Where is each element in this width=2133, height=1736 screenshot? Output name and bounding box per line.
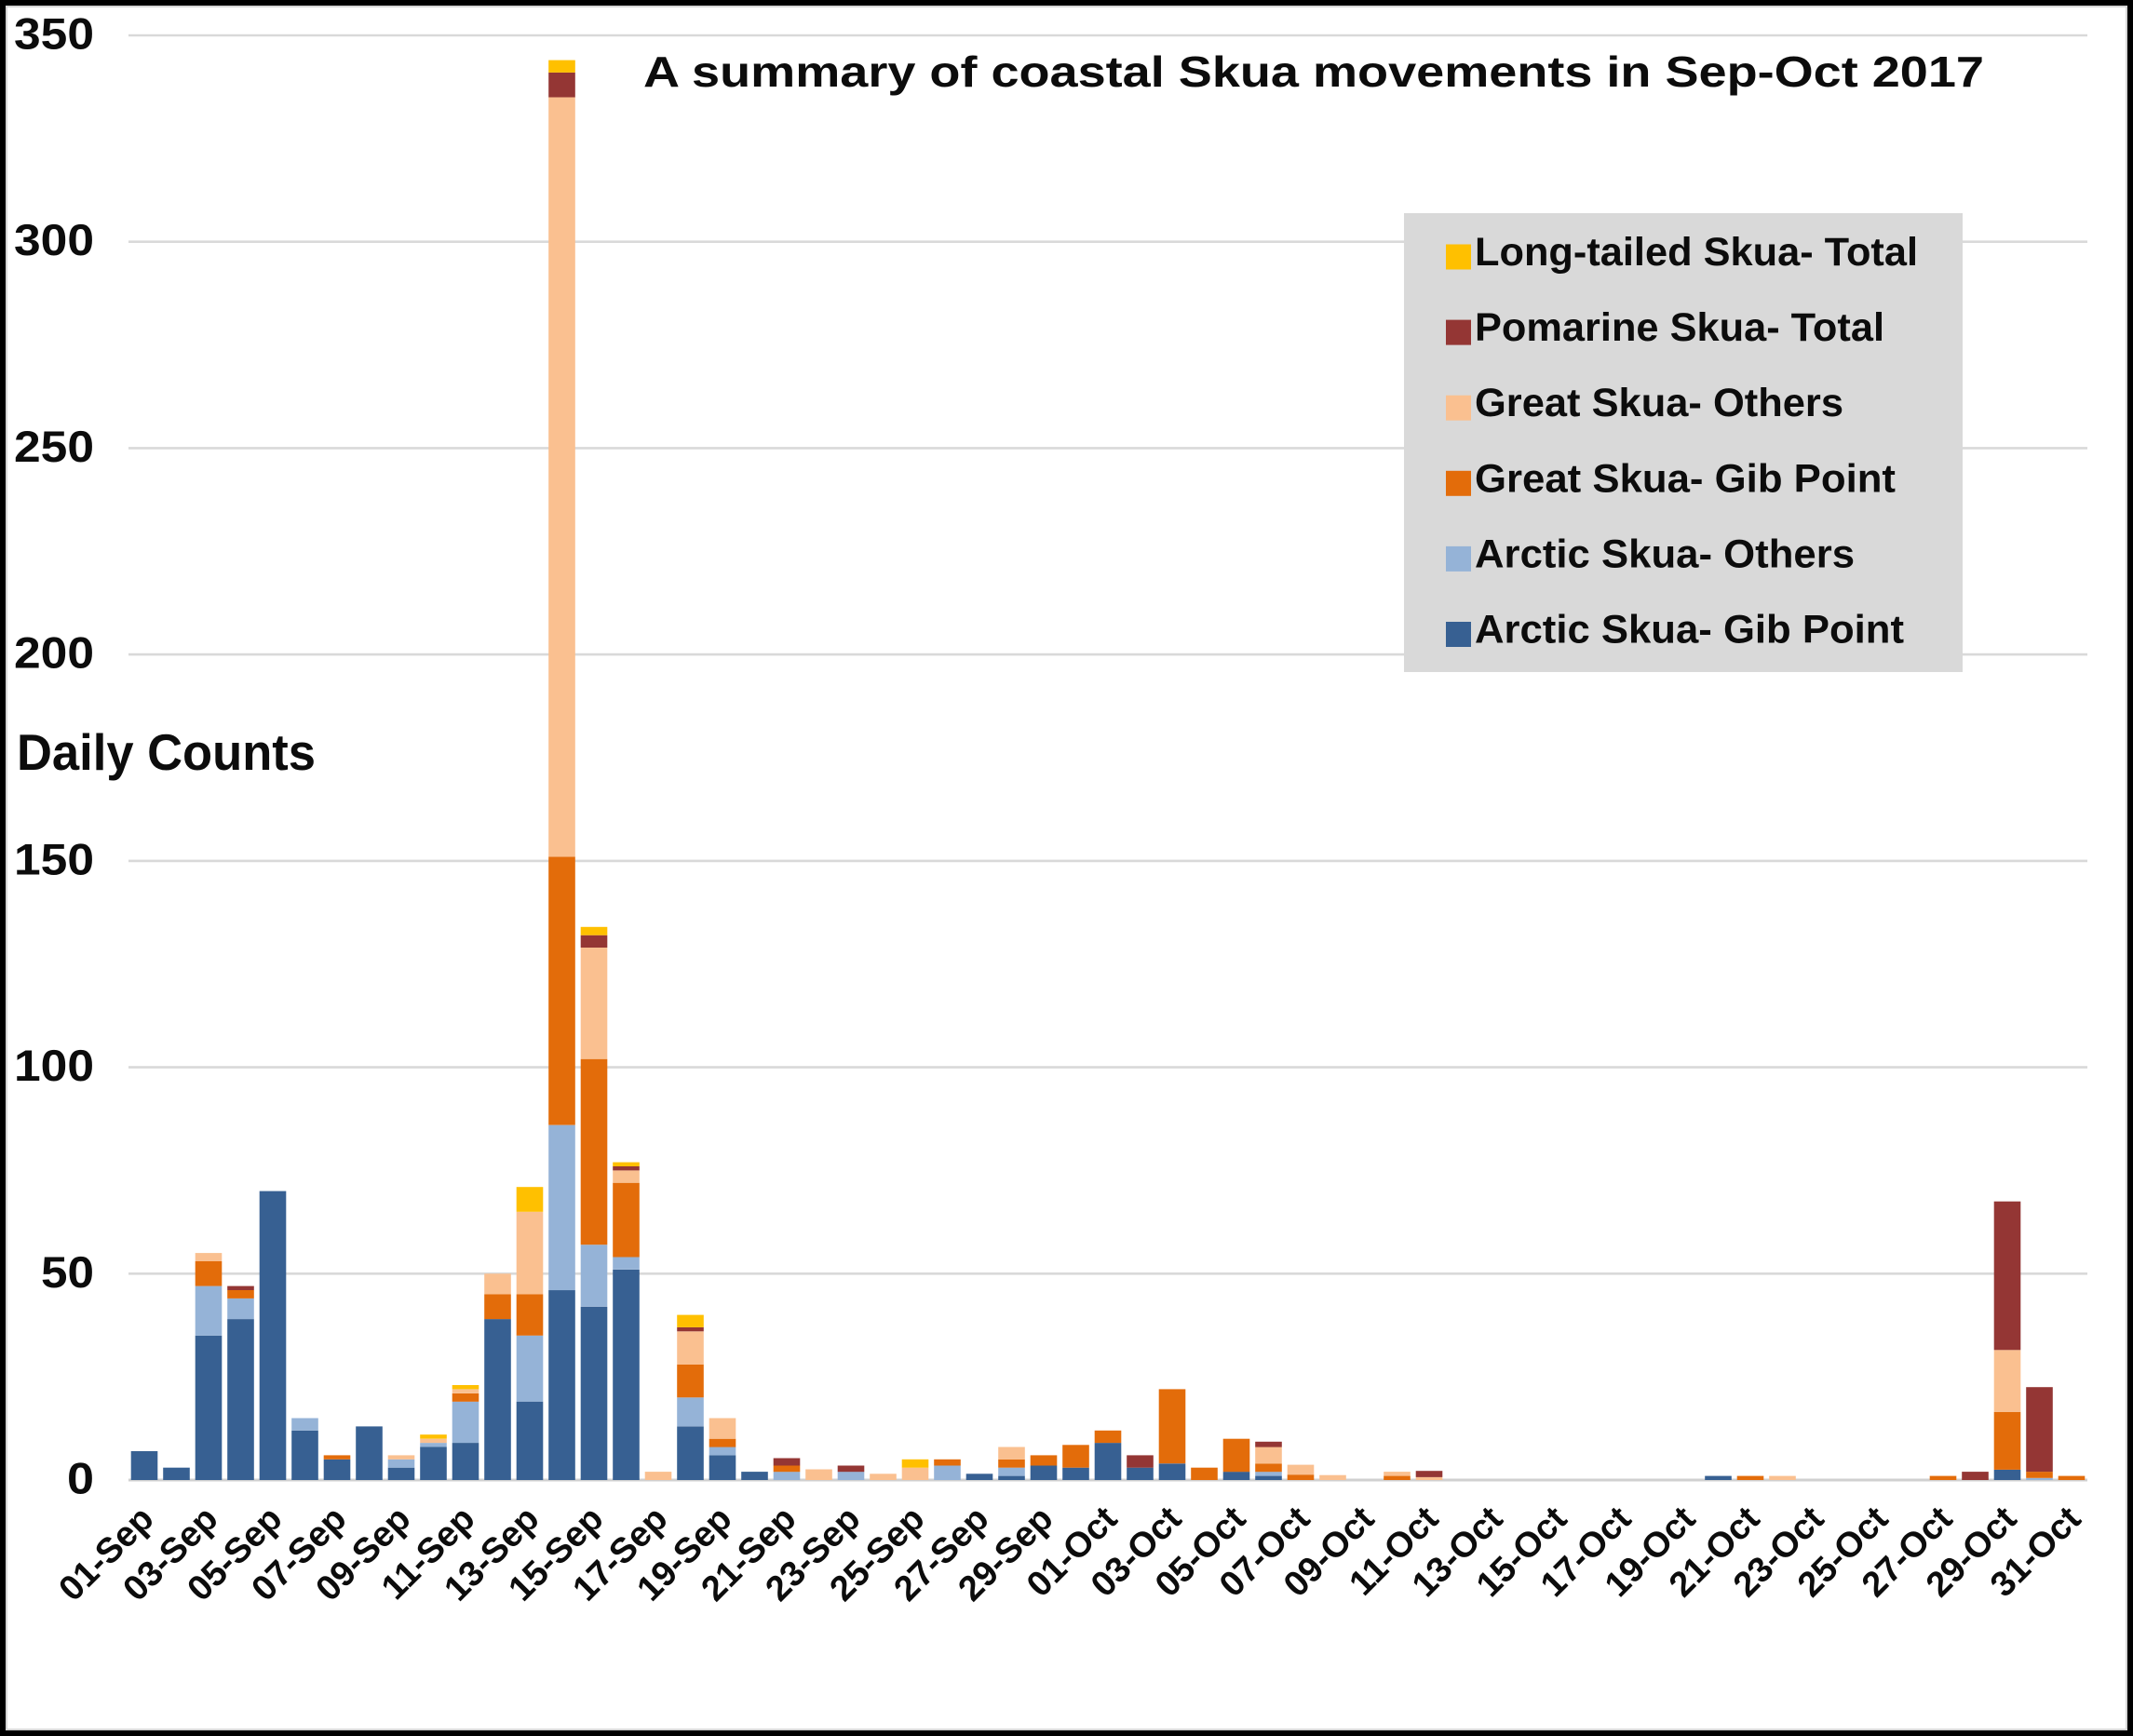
svg-text:Daily Counts: Daily Counts xyxy=(17,723,316,781)
svg-text:A summary of coastal Skua move: A summary of coastal Skua movements in S… xyxy=(643,47,1984,96)
svg-text:Long-tailed Skua- Total: Long-tailed Skua- Total xyxy=(1475,230,1918,275)
svg-text:0: 0 xyxy=(67,1454,94,1503)
svg-text:Pomarine Skua- Total: Pomarine Skua- Total xyxy=(1475,305,1884,350)
svg-text:50: 50 xyxy=(41,1247,94,1297)
svg-text:200: 200 xyxy=(14,628,94,678)
svg-text:Arctic Skua- Others: Arctic Skua- Others xyxy=(1475,532,1855,576)
svg-text:350: 350 xyxy=(14,9,94,59)
svg-text:100: 100 xyxy=(14,1041,94,1090)
svg-text:250: 250 xyxy=(14,422,94,471)
svg-text:300: 300 xyxy=(14,215,94,264)
svg-text:Great Skua- Gib Point: Great Skua- Gib Point xyxy=(1475,456,1896,501)
svg-text:150: 150 xyxy=(14,834,94,883)
svg-text:Arctic Skua- Gib Point: Arctic Skua- Gib Point xyxy=(1475,608,1904,653)
svg-text:Great Skua- Others: Great Skua- Others xyxy=(1475,381,1843,425)
